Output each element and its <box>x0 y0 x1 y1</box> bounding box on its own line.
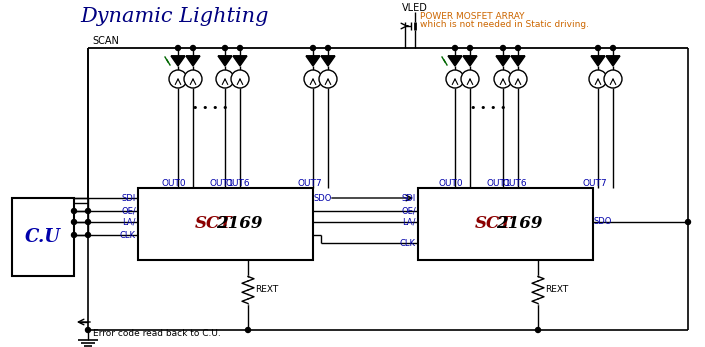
Text: OUT6: OUT6 <box>503 178 527 187</box>
Text: SDI: SDI <box>122 194 136 203</box>
Text: REXT: REXT <box>255 286 278 295</box>
Circle shape <box>509 70 527 88</box>
Circle shape <box>184 70 202 88</box>
Circle shape <box>85 220 90 225</box>
Text: SCT: SCT <box>195 215 233 232</box>
Circle shape <box>596 45 601 51</box>
Polygon shape <box>218 56 232 66</box>
Text: OE/: OE/ <box>121 206 136 215</box>
Circle shape <box>71 232 77 237</box>
Text: • • • •: • • • • <box>192 103 228 113</box>
Circle shape <box>223 45 228 51</box>
Polygon shape <box>591 56 605 66</box>
Polygon shape <box>306 56 320 66</box>
Text: OE/: OE/ <box>401 206 416 215</box>
Text: Dynamic Lighting: Dynamic Lighting <box>81 7 269 25</box>
Circle shape <box>190 45 195 51</box>
Polygon shape <box>321 56 335 66</box>
Circle shape <box>604 70 622 88</box>
Text: VLED: VLED <box>402 3 428 13</box>
Circle shape <box>326 45 331 51</box>
Text: Error code read back to C.U.: Error code read back to C.U. <box>93 330 221 339</box>
Circle shape <box>501 45 505 51</box>
Text: SDO: SDO <box>594 218 613 227</box>
Text: OUT0: OUT0 <box>439 178 463 187</box>
Circle shape <box>85 328 90 332</box>
Text: • • • •: • • • • <box>470 103 506 113</box>
Circle shape <box>304 70 322 88</box>
Bar <box>12 198 74 276</box>
Polygon shape <box>186 56 200 66</box>
Circle shape <box>176 45 180 51</box>
Text: OUT7: OUT7 <box>583 178 607 187</box>
Circle shape <box>685 220 690 225</box>
Circle shape <box>310 45 316 51</box>
Text: SDI: SDI <box>402 194 416 203</box>
Circle shape <box>536 328 541 332</box>
Circle shape <box>85 209 90 213</box>
Polygon shape <box>606 56 620 66</box>
Text: CLK: CLK <box>400 238 416 247</box>
Text: LA/: LA/ <box>403 218 416 227</box>
Text: OUT6: OUT6 <box>226 178 250 187</box>
Circle shape <box>85 232 90 237</box>
Circle shape <box>231 70 249 88</box>
Polygon shape <box>511 56 525 66</box>
Circle shape <box>169 70 187 88</box>
Circle shape <box>611 45 615 51</box>
Circle shape <box>238 45 243 51</box>
Text: OUT7: OUT7 <box>298 178 322 187</box>
Text: OUT0: OUT0 <box>161 178 186 187</box>
Text: POWER MOSFET ARRAY: POWER MOSFET ARRAY <box>420 11 525 20</box>
Text: 2169: 2169 <box>216 215 263 232</box>
Circle shape <box>216 70 234 88</box>
Circle shape <box>461 70 479 88</box>
Circle shape <box>589 70 607 88</box>
Polygon shape <box>448 56 462 66</box>
Text: which is not needed in Static driving.: which is not needed in Static driving. <box>420 19 589 28</box>
Polygon shape <box>233 56 247 66</box>
Circle shape <box>446 70 464 88</box>
Circle shape <box>319 70 337 88</box>
Text: LA/: LA/ <box>123 218 136 227</box>
Circle shape <box>71 209 77 213</box>
Circle shape <box>245 328 250 332</box>
Text: REXT: REXT <box>545 286 568 295</box>
Text: CLK: CLK <box>120 230 136 239</box>
Circle shape <box>453 45 458 51</box>
Text: OUT1: OUT1 <box>486 178 511 187</box>
Text: OUT1: OUT1 <box>209 178 234 187</box>
Circle shape <box>494 70 512 88</box>
Bar <box>138 188 313 260</box>
Text: 2169: 2169 <box>496 215 543 232</box>
Text: SDO: SDO <box>314 194 332 203</box>
Bar <box>418 188 593 260</box>
Circle shape <box>515 45 520 51</box>
Polygon shape <box>171 56 185 66</box>
Circle shape <box>71 220 77 225</box>
Circle shape <box>467 45 472 51</box>
Polygon shape <box>463 56 477 66</box>
Text: C.U: C.U <box>25 228 61 246</box>
Polygon shape <box>496 56 510 66</box>
Text: SCT: SCT <box>474 215 513 232</box>
Text: SCAN: SCAN <box>92 36 119 46</box>
